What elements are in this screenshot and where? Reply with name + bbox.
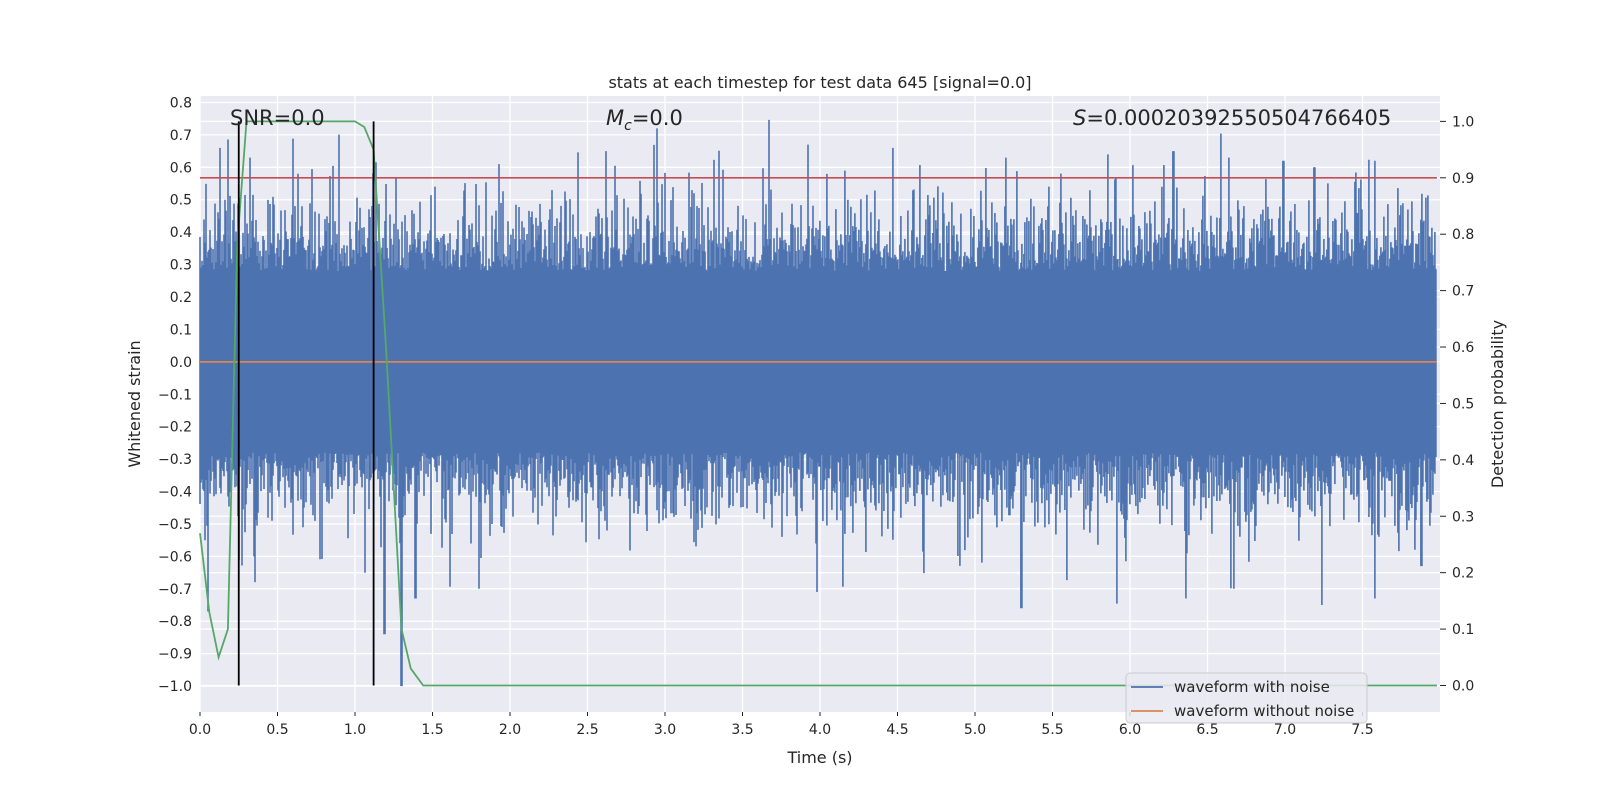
y2-tick-label: 0.3 — [1452, 509, 1474, 525]
x-tick-label: 5.0 — [964, 722, 986, 738]
y2-tick-label: 1.0 — [1452, 114, 1474, 130]
x-axis-label: Time (s) — [786, 748, 852, 767]
y-tick-label: −0.9 — [158, 647, 192, 663]
y-tick-label: −0.1 — [158, 387, 192, 403]
y2-tick-label: 0.2 — [1452, 566, 1474, 582]
y2-tick-label: 0.6 — [1452, 340, 1474, 356]
y-tick-label: −0.6 — [158, 549, 192, 565]
y-tick-label: 0.1 — [170, 322, 192, 338]
snr-annotation: SNR=0.0 — [230, 106, 325, 130]
y2-tick-label: 0.5 — [1452, 396, 1474, 412]
x-tick-label: 0.5 — [266, 722, 288, 738]
x-tick-label: 6.5 — [1196, 722, 1218, 738]
s-statistic-annotation: S=0.00020392550504766405 — [1073, 106, 1391, 130]
y-tick-label: 0.7 — [170, 128, 192, 144]
chirp-mass-value: =0.0 — [632, 106, 683, 130]
y-tick-label: −0.4 — [158, 485, 192, 501]
y-tick-label: 0.4 — [170, 225, 192, 241]
series-waveform-with-noise — [199, 119, 1437, 687]
legend: waveform with noise waveform without noi… — [1125, 672, 1368, 724]
x-tick-label: 3.5 — [731, 722, 753, 738]
y2-tick-label: 0.9 — [1452, 171, 1474, 187]
x-tick-label: 2.0 — [499, 722, 521, 738]
x-tick-label: 4.5 — [886, 722, 908, 738]
y-tick-label: 0.3 — [170, 258, 192, 274]
y-tick-label: 0.8 — [170, 95, 192, 111]
x-tick-label: 1.0 — [344, 722, 366, 738]
legend-label-waveform-with-noise: waveform with noise — [1174, 678, 1330, 696]
x-tick-label: 3.0 — [654, 722, 676, 738]
y-tick-label: 0.5 — [170, 193, 192, 209]
y2-tick-label: 0.7 — [1452, 284, 1474, 300]
y2-tick-label: 0.4 — [1452, 453, 1474, 469]
y2-tick-label: 0.0 — [1452, 678, 1474, 694]
x-tick-label: 7.5 — [1351, 722, 1373, 738]
series-detection-probability — [199, 120, 1437, 687]
x-tick-label: 1.5 — [421, 722, 443, 738]
y2-axis-label: Detection probability — [1488, 320, 1507, 488]
y-tick-label: 0.6 — [170, 160, 192, 176]
chirp-mass-symbol: M — [606, 106, 624, 130]
y-tick-label: −0.2 — [158, 420, 192, 436]
legend-label-waveform-without-noise: waveform without noise — [1174, 702, 1354, 720]
y-tick-label: −0.3 — [158, 452, 192, 468]
y-tick-label: 0.2 — [170, 290, 192, 306]
chirp-mass-annotation: Mc=0.0 — [606, 106, 683, 134]
y2-tick-label: 0.1 — [1452, 622, 1474, 638]
x-tick-label: 6.0 — [1119, 722, 1141, 738]
y-tick-label: −0.5 — [158, 517, 192, 533]
y-tick-label: 0.0 — [170, 355, 192, 371]
x-tick-label: 7.0 — [1274, 722, 1296, 738]
x-tick-label: 0.0 — [189, 722, 211, 738]
chirp-mass-subscript: c — [624, 118, 632, 134]
chart-title: stats at each timestep for test data 645… — [608, 73, 1031, 92]
y-tick-label: −0.8 — [158, 614, 192, 630]
y-tick-label: −1.0 — [158, 679, 192, 695]
series-layer — [199, 119, 1437, 687]
s-statistic-symbol: S — [1073, 106, 1086, 130]
x-tick-label: 5.5 — [1041, 722, 1063, 738]
x-tick-label: 4.0 — [809, 722, 831, 738]
y2-tick-label: 0.8 — [1452, 227, 1474, 243]
legend-box — [1125, 672, 1368, 724]
y-tick-label: −0.7 — [158, 582, 192, 598]
y-axis-label: Whitened strain — [125, 340, 144, 467]
s-statistic-value: =0.00020392550504766405 — [1086, 106, 1391, 130]
axes: 0.0 0.5 1.0 1.5 2.0 2.5 3.0 3.5 4.0 4.5 5.0 5.5 6.0 6… — [158, 95, 1474, 738]
x-tick-label: 2.5 — [576, 722, 598, 738]
